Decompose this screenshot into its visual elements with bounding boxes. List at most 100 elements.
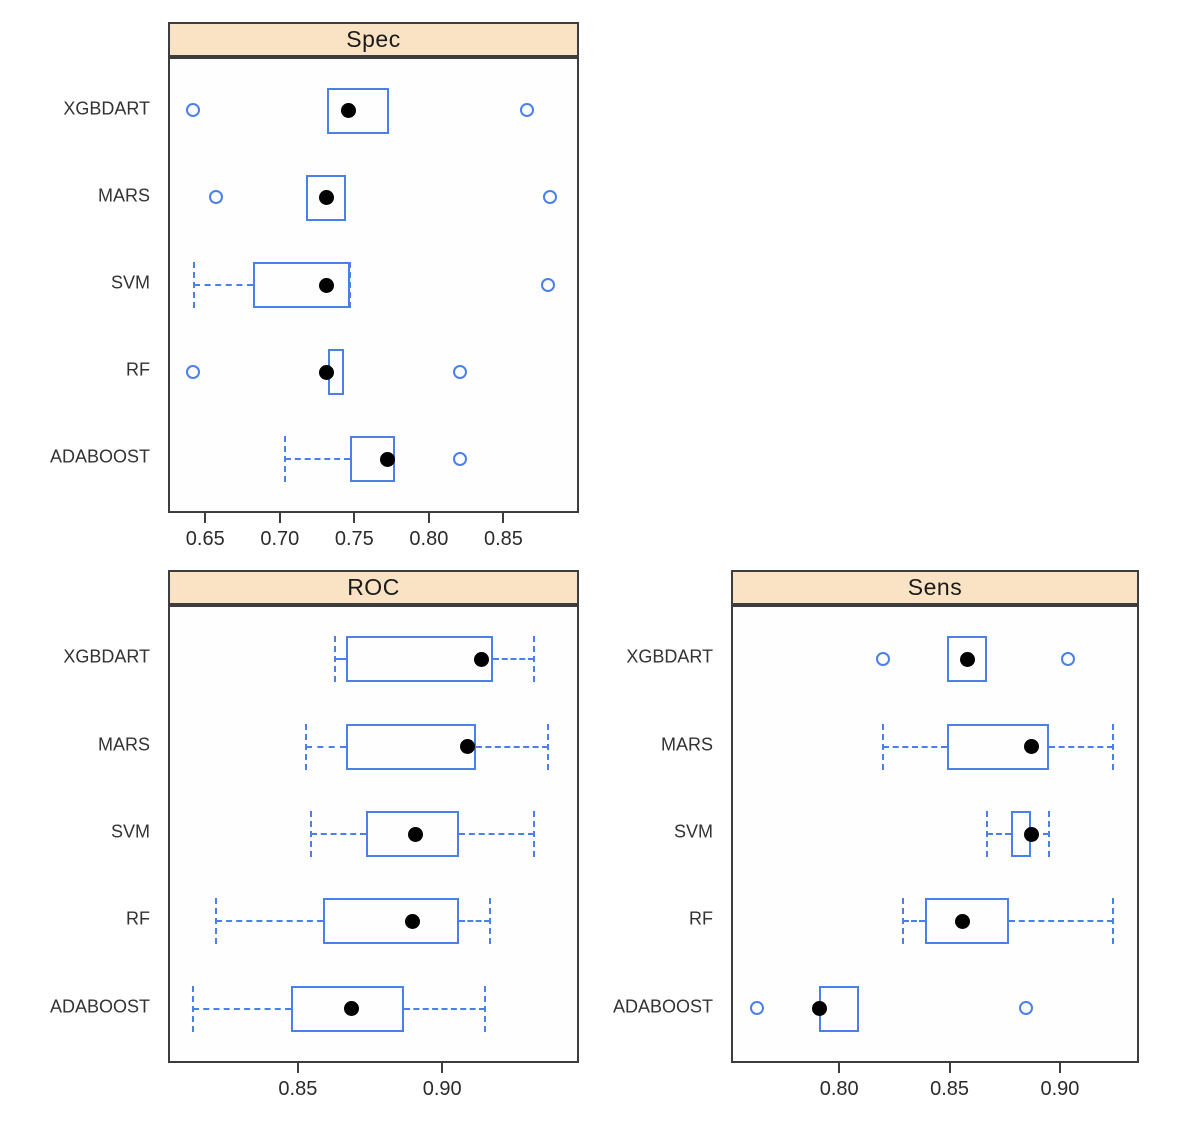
- whisker-low: [193, 1007, 292, 1010]
- box-mars: [346, 723, 476, 770]
- panel-sens: Sens XGBDART MARS SVM RF ADABOOST 0.80 0.85 0.…: [613, 570, 1139, 1130]
- median-dot-rf: [319, 364, 335, 380]
- median-dot-xgbdart: [474, 651, 490, 667]
- row-label-xgbdart: XGBDART: [63, 646, 150, 667]
- row-label-rf: RF: [689, 908, 713, 929]
- whisker-low-cap: [985, 811, 988, 857]
- box-svm: [253, 262, 351, 308]
- strip-spec: Spec: [168, 22, 579, 57]
- whisker-low-cap: [283, 436, 286, 483]
- row-label-adaboost: ADABOOST: [612, 996, 713, 1017]
- box-xgbdart: [947, 636, 987, 683]
- strip-title-sens: Sens: [907, 574, 963, 600]
- x-tick-label: 0.90: [1040, 1078, 1080, 1100]
- x-axis-sens: 0.80 0.85 0.90: [731, 1063, 1139, 1113]
- strip-roc: ROC: [168, 570, 579, 605]
- outlier-point: [186, 103, 201, 118]
- whisker-low-cap: [310, 811, 313, 857]
- x-tick-mark: [296, 1063, 299, 1073]
- category-labels-sens: XGBDART MARS SVM RF ADABOOST: [565, 605, 721, 1063]
- whisker-high-cap: [489, 898, 492, 945]
- whisker-low: [305, 745, 347, 748]
- x-axis-spec: 0.65 0.70 0.75 0.80 0.85: [168, 513, 579, 563]
- median-dot-svm: [407, 826, 423, 842]
- median-dot-mars: [459, 739, 475, 755]
- whisker-low: [334, 658, 347, 661]
- x-tick-mark: [441, 1063, 444, 1073]
- row-label-mars: MARS: [97, 734, 150, 755]
- outlier-point: [453, 364, 468, 379]
- whisker-low-cap: [192, 985, 195, 1032]
- row-label-xgbdart: XGBDART: [63, 98, 150, 119]
- whisker-high-cap: [532, 636, 535, 683]
- category-labels-spec: XGBDART MARS SVM RF ADABOOST: [2, 57, 158, 513]
- whisker-high-cap: [483, 985, 486, 1032]
- median-dot-svm: [1023, 826, 1039, 842]
- whisker-low-cap: [215, 898, 218, 945]
- x-tick-mark: [427, 513, 430, 523]
- x-tick-mark: [948, 1063, 951, 1073]
- x-tick-mark: [1058, 1063, 1061, 1073]
- x-tick-label: 0.85: [483, 528, 523, 550]
- whisker-high: [1008, 920, 1113, 923]
- whisker-high-cap: [532, 811, 535, 857]
- x-axis-roc: 0.85 0.90: [168, 1063, 579, 1113]
- whisker-high-cap: [349, 262, 352, 308]
- whisker-high-cap: [1047, 811, 1050, 857]
- whisker-low: [902, 920, 926, 923]
- whisker-high: [475, 745, 549, 748]
- box-rf: [322, 898, 459, 945]
- panel-roc: ROC XGBDART MARS SVM RF ADABOOST 0.85 0.90: [50, 570, 579, 1130]
- strip-title-roc: ROC: [347, 574, 400, 600]
- box-svm: [366, 811, 459, 857]
- whisker-low: [883, 745, 948, 748]
- row-label-adaboost: ADABOOST: [49, 446, 150, 467]
- whisker-high: [1048, 745, 1113, 748]
- outlier-point: [1019, 1001, 1034, 1016]
- whisker-high: [458, 833, 534, 835]
- x-tick-label: 0.65: [185, 528, 225, 550]
- x-tick-mark: [204, 513, 207, 523]
- plot-area-roc: [168, 605, 579, 1063]
- whisker-high-cap: [1111, 723, 1114, 770]
- median-dot-xgbdart: [341, 103, 357, 119]
- x-tick-mark: [502, 513, 505, 523]
- panel-spec: Spec XGBDART MARS SVM RF ADABOOST 0.65 0.70 0.…: [50, 22, 579, 582]
- box-mars: [947, 723, 1049, 770]
- row-label-svm: SVM: [110, 821, 150, 842]
- row-label-svm: SVM: [110, 272, 150, 293]
- outlier-point: [542, 190, 557, 205]
- whisker-high-cap: [1111, 898, 1114, 945]
- x-tick-label: 0.75: [334, 528, 374, 550]
- median-dot-xgbdart: [959, 651, 975, 667]
- median-dot-mars: [319, 190, 335, 206]
- median-dot-svm: [319, 277, 335, 293]
- whisker-low: [193, 284, 254, 286]
- box-xgbdart: [326, 87, 390, 134]
- whisker-low: [216, 920, 323, 923]
- row-label-mars: MARS: [97, 185, 150, 206]
- x-tick-label: 0.85: [930, 1078, 970, 1100]
- x-tick-label: 0.85: [278, 1078, 318, 1100]
- median-dot-rf: [404, 913, 420, 929]
- plot-area-spec: [168, 57, 579, 513]
- box-mars: [305, 174, 346, 221]
- row-label-svm: SVM: [673, 821, 713, 842]
- box-rf: [925, 898, 1009, 945]
- whisker-high: [458, 920, 491, 923]
- whisker-high: [403, 1007, 485, 1010]
- median-dot-adaboost: [344, 1001, 360, 1017]
- whisker-low-cap: [333, 636, 336, 683]
- outlier-point: [453, 451, 468, 466]
- outlier-point: [541, 277, 556, 292]
- median-dot-adaboost: [380, 451, 396, 467]
- outlier-point: [749, 1001, 764, 1016]
- category-labels-roc: XGBDART MARS SVM RF ADABOOST: [2, 605, 158, 1063]
- box-adaboost: [291, 985, 404, 1032]
- outlier-point: [875, 651, 890, 666]
- whisker-low-cap: [901, 898, 904, 945]
- row-label-mars: MARS: [660, 734, 713, 755]
- x-tick-label: 0.80: [819, 1078, 859, 1100]
- x-tick-label: 0.80: [409, 528, 449, 550]
